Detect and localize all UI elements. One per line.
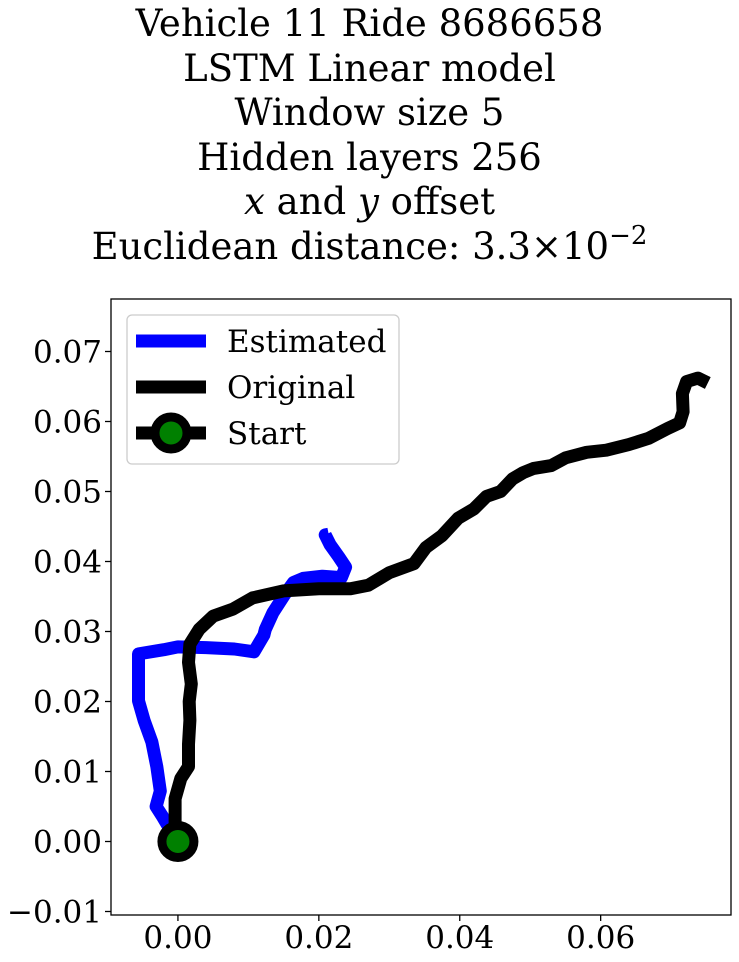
y-tick-label: −0.01 (7, 895, 102, 931)
x-tick-label: 0.00 (143, 920, 212, 956)
title-line-4: Hidden layers 256 (197, 135, 542, 179)
title-times-symbol: × (530, 224, 562, 268)
title-offset: offset (378, 180, 495, 223)
title-and: and (264, 180, 358, 223)
axes-frame (110, 298, 732, 916)
title-line-5: x and y offset (0, 180, 739, 225)
title-line-3: Window size 5 (234, 91, 505, 134)
title-line-2: LSTM Linear model (183, 46, 556, 90)
title-x-symbol: x (244, 180, 265, 223)
y-tick-label: 0.07 (33, 335, 102, 371)
title-exponent: −2 (609, 220, 648, 251)
start-point-marker (157, 821, 199, 862)
y-tick-label: 0.02 (33, 685, 102, 721)
y-tick-label: 0.03 (33, 615, 102, 651)
series-estimated-line (132, 527, 353, 846)
y-tick-label: 0.05 (33, 475, 102, 511)
title-line-6: Euclidean distance: 3.3×10−2 (0, 223, 739, 270)
legend-start-label: Start (227, 416, 307, 452)
y-tick-label: 0.04 (33, 545, 102, 581)
title-base: 10 (562, 224, 610, 268)
title-distance: Euclidean distance: 3.3 (91, 224, 531, 268)
y-tick-label: 0.06 (33, 405, 102, 441)
series-original-line (168, 371, 711, 843)
x-tick-label: 0.02 (284, 920, 353, 956)
axis-ticks: 0.00 0.02 0.04 0.06 −0.01 0.00 0.01 0.02 0.03 0.0… (7, 335, 635, 957)
title-y-symbol: y (358, 180, 379, 223)
title-line-1: Vehicle 11 Ride 8686658 (135, 2, 604, 45)
plot-lines (132, 371, 711, 862)
legend-estimated-label: Estimated (227, 324, 386, 360)
legend-original-label: Original (227, 370, 355, 406)
legend-start-marker (150, 412, 192, 454)
y-tick-label: 0.00 (33, 825, 102, 861)
legend: Estimated Original Start (126, 314, 400, 465)
chart-title: Vehicle 11 Ride 8686658 LSTM Linear mode… (0, 2, 739, 269)
y-tick-label: 0.01 (33, 755, 102, 791)
x-tick-label: 0.04 (425, 920, 494, 956)
x-tick-label: 0.06 (566, 920, 635, 956)
